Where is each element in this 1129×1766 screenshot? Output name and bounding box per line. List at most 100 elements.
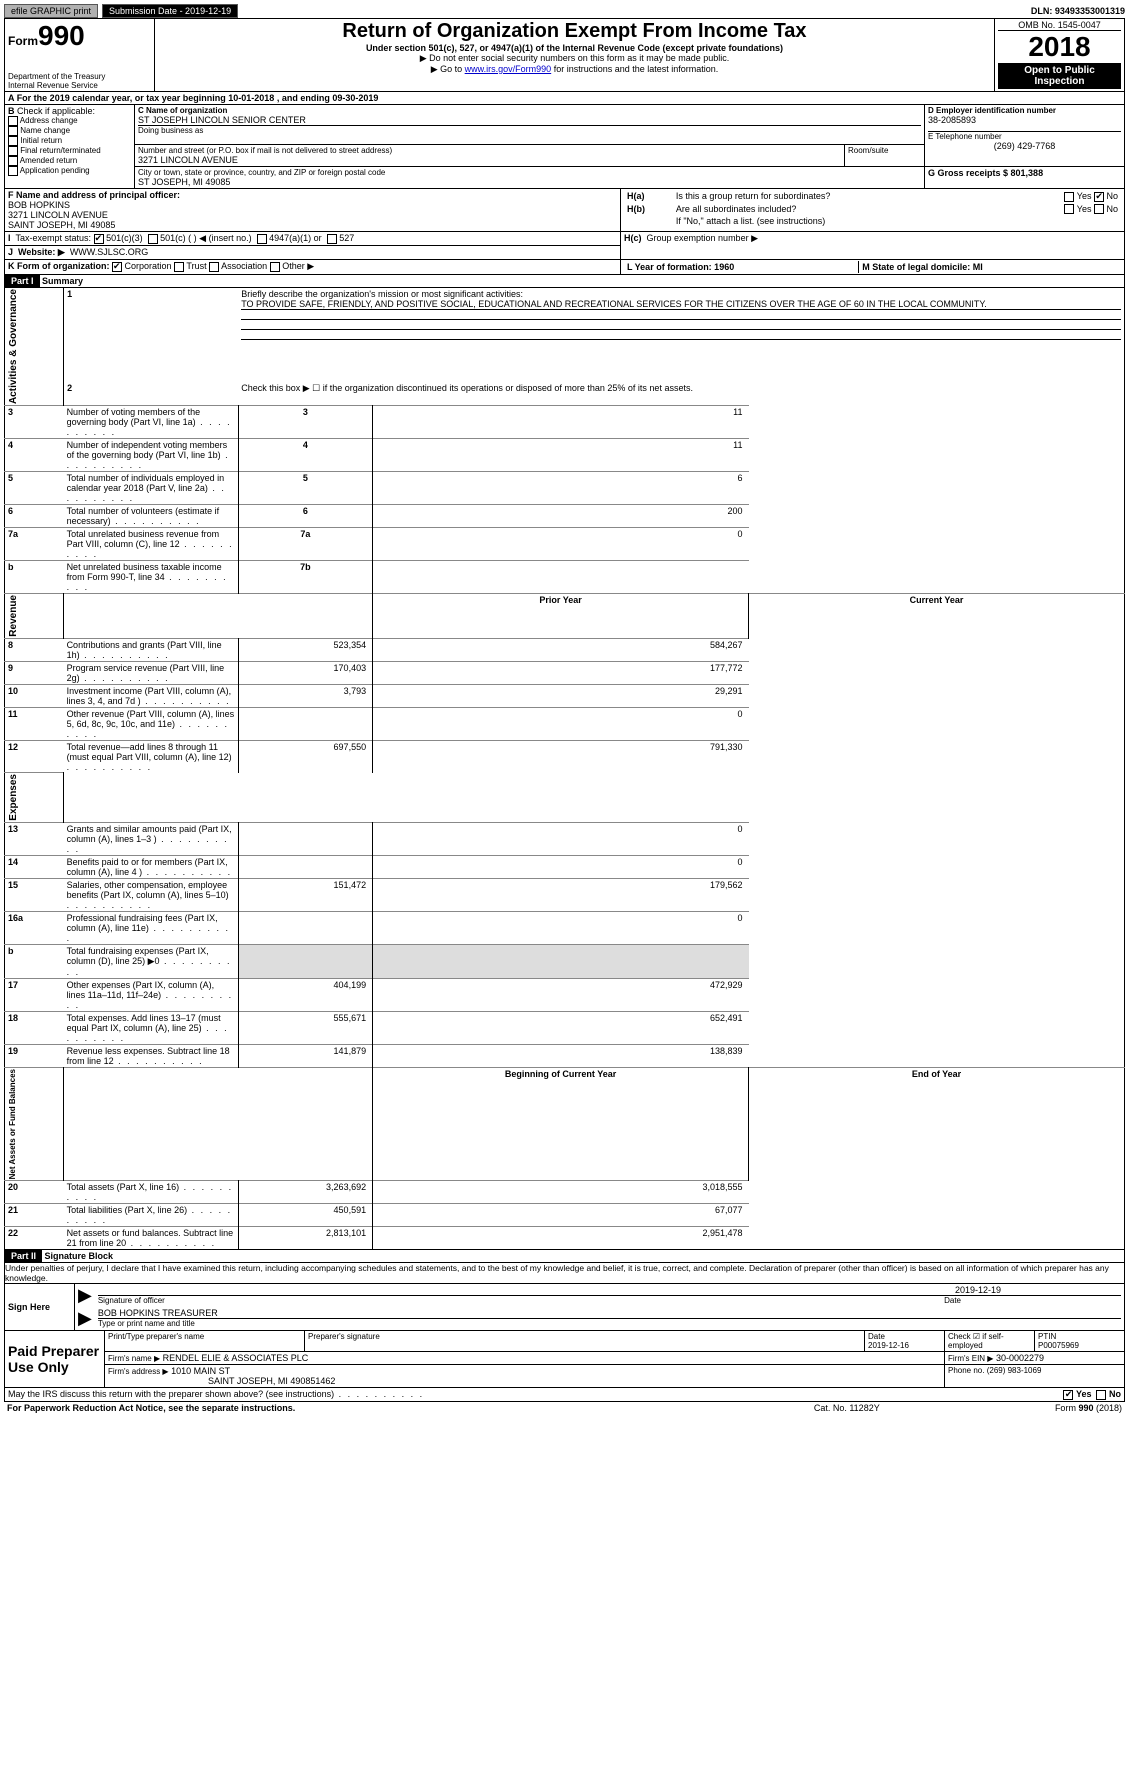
- 527-chk[interactable]: [327, 234, 337, 244]
- other-chk[interactable]: [270, 262, 280, 272]
- box-b-item[interactable]: Address change: [8, 116, 131, 126]
- dept-treasury: Department of the Treasury: [8, 72, 151, 81]
- hb-text: Are all subordinates included?: [673, 203, 1000, 216]
- submission-date: Submission Date - 2019-12-19: [102, 4, 238, 18]
- city-state: ST JOSEPH, MI 49085: [138, 177, 921, 187]
- summary-row: 13Grants and similar amounts paid (Part …: [5, 822, 1125, 855]
- box-f-label: F Name and address of principal officer:: [8, 190, 180, 200]
- part-ii-title: Signature Block: [45, 1251, 114, 1261]
- q2-text: Check this box ▶ ☐ if the organization d…: [238, 382, 1124, 406]
- firm-addr1: 1010 MAIN ST: [171, 1366, 230, 1376]
- box-c-label: C Name of organization: [138, 106, 227, 115]
- summary-row: 21Total liabilities (Part X, line 26)450…: [5, 1204, 1125, 1227]
- summary-row: 4Number of independent voting members of…: [5, 439, 1125, 472]
- ha-label: H(a): [627, 191, 645, 201]
- box-b-item[interactable]: Application pending: [8, 166, 131, 176]
- summary-row: 9Program service revenue (Part VIII, lin…: [5, 661, 1125, 684]
- prep-sig-lbl: Preparer's signature: [305, 1331, 865, 1352]
- summary-row: 18Total expenses. Add lines 13–17 (must …: [5, 1011, 1125, 1044]
- 501c3-chk[interactable]: [94, 234, 104, 244]
- form-header: Form990 Department of the Treasury Inter…: [4, 18, 1125, 92]
- street-label: Number and street (or P.O. box if mail i…: [138, 146, 841, 155]
- current-year-hdr: Current Year: [749, 594, 1125, 639]
- type-name-lbl: Type or print name and title: [98, 1319, 1121, 1328]
- hc-text: Group exemption number ▶: [647, 233, 758, 243]
- firm-addr2: SAINT JOSEPH, MI 490851462: [208, 1376, 335, 1386]
- sig-date: 2019-12-19: [955, 1285, 1001, 1295]
- box-b-item[interactable]: Initial return: [8, 136, 131, 146]
- box-d-label: D Employer identification number: [928, 106, 1056, 115]
- summary-row: 10Investment income (Part VIII, column (…: [5, 684, 1125, 707]
- box-e-label: E Telephone number: [928, 132, 1121, 141]
- hb-label: H(b): [627, 204, 645, 214]
- hb-note: If "No," attach a list. (see instruction…: [673, 215, 1121, 227]
- side-net: Net Assets or Fund Balances: [8, 1069, 17, 1179]
- summary-row: 6Total number of volunteers (estimate if…: [5, 505, 1125, 528]
- summary-row: 7aTotal unrelated business revenue from …: [5, 528, 1125, 561]
- box-b-title: Check if applicable:: [17, 106, 95, 116]
- hb-no[interactable]: [1094, 204, 1104, 214]
- 501c-chk[interactable]: [148, 234, 158, 244]
- note-link: ▶ Go to www.irs.gov/Form990 for instruct…: [158, 64, 991, 75]
- org-name: ST JOSEPH LINCOLN SENIOR CENTER: [138, 115, 921, 125]
- firm-ein: 30-0002279: [996, 1353, 1044, 1363]
- paid-preparer-block: Paid Preparer Use Only Print/Type prepar…: [4, 1331, 1125, 1388]
- box-i-label: Tax-exempt status:: [16, 233, 92, 243]
- summary-row: 3Number of voting members of the governi…: [5, 406, 1125, 439]
- cat-no: Cat. No. 11282Y: [755, 1402, 938, 1414]
- discuss-no[interactable]: [1096, 1390, 1106, 1400]
- dept-irs: Internal Revenue Service: [8, 81, 151, 90]
- irs-link[interactable]: www.irs.gov/Form990: [465, 64, 552, 74]
- officer-name: BOB HOPKINS: [8, 200, 617, 210]
- summary-row: 20Total assets (Part X, line 16)3,263,69…: [5, 1181, 1125, 1204]
- box-l: L Year of formation: 1960: [624, 261, 859, 273]
- sign-here-block: Sign Here ▶ 2019-12-19 Signature of offi…: [4, 1284, 1125, 1331]
- summary-row: 22Net assets or fund balances. Subtract …: [5, 1227, 1125, 1250]
- telephone: (269) 429-7768: [928, 141, 1121, 151]
- discuss-text: May the IRS discuss this return with the…: [8, 1389, 424, 1399]
- assoc-chk[interactable]: [209, 262, 219, 272]
- summary-row: 5Total number of individuals employed in…: [5, 472, 1125, 505]
- box-b-item[interactable]: Name change: [8, 126, 131, 136]
- corp-chk[interactable]: [112, 262, 122, 272]
- paid-preparer: Paid Preparer Use Only: [8, 1343, 99, 1375]
- box-b-item[interactable]: Amended return: [8, 156, 131, 166]
- 4947-chk[interactable]: [257, 234, 267, 244]
- summary-row: 17Other expenses (Part IX, column (A), l…: [5, 978, 1125, 1011]
- box-k-label: K Form of organization:: [8, 261, 110, 271]
- trust-chk[interactable]: [174, 262, 184, 272]
- paperwork-notice: For Paperwork Reduction Act Notice, see …: [7, 1403, 295, 1413]
- box-m: M State of legal domicile: MI: [859, 261, 1121, 273]
- officer-street: 3271 LINCOLN AVENUE: [8, 210, 617, 220]
- summary-row: 19Revenue less expenses. Subtract line 1…: [5, 1044, 1125, 1067]
- arrow-icon: ▶: [78, 1285, 92, 1305]
- hc-label: H(c): [624, 233, 642, 243]
- sign-here: Sign Here: [8, 1302, 50, 1312]
- side-rev: Revenue: [8, 595, 19, 637]
- summary-row: bNet unrelated business taxable income f…: [5, 561, 1125, 594]
- open-public: Open to Public Inspection: [998, 63, 1121, 89]
- omb-no: OMB No. 1545-0047: [998, 20, 1121, 31]
- street: 3271 LINCOLN AVENUE: [138, 155, 841, 165]
- summary-table: Activities & Governance 1 Briefly descri…: [4, 288, 1125, 1250]
- summary-row: bTotal fundraising expenses (Part IX, co…: [5, 944, 1125, 978]
- perjury-text: Under penalties of perjury, I declare th…: [4, 1263, 1125, 1284]
- summary-row: 12Total revenue—add lines 8 through 11 (…: [5, 740, 1125, 773]
- sig-officer-lbl: Signature of officer: [98, 1296, 165, 1305]
- officer-city: SAINT JOSEPH, MI 49085: [8, 220, 617, 230]
- ha-no[interactable]: [1094, 192, 1104, 202]
- period-text: For the 2019 calendar year, or tax year …: [17, 93, 275, 103]
- ha-yes[interactable]: [1064, 192, 1074, 202]
- side-ag: Activities & Governance: [8, 289, 19, 404]
- part-i-hdr: Part I: [5, 275, 40, 287]
- hb-yes[interactable]: [1064, 204, 1074, 214]
- efile-btn[interactable]: efile GRAPHIC print: [4, 4, 98, 18]
- form-number: 990: [38, 20, 85, 51]
- side-exp: Expenses: [8, 774, 19, 821]
- period-a: A: [8, 93, 14, 103]
- arrow-icon: ▶: [78, 1308, 92, 1328]
- box-b-item[interactable]: Final return/terminated: [8, 146, 131, 156]
- form-subtitle: Under section 501(c), 527, or 4947(a)(1)…: [158, 43, 991, 53]
- city-label: City or town, state or province, country…: [138, 168, 921, 177]
- discuss-yes[interactable]: [1063, 1390, 1073, 1400]
